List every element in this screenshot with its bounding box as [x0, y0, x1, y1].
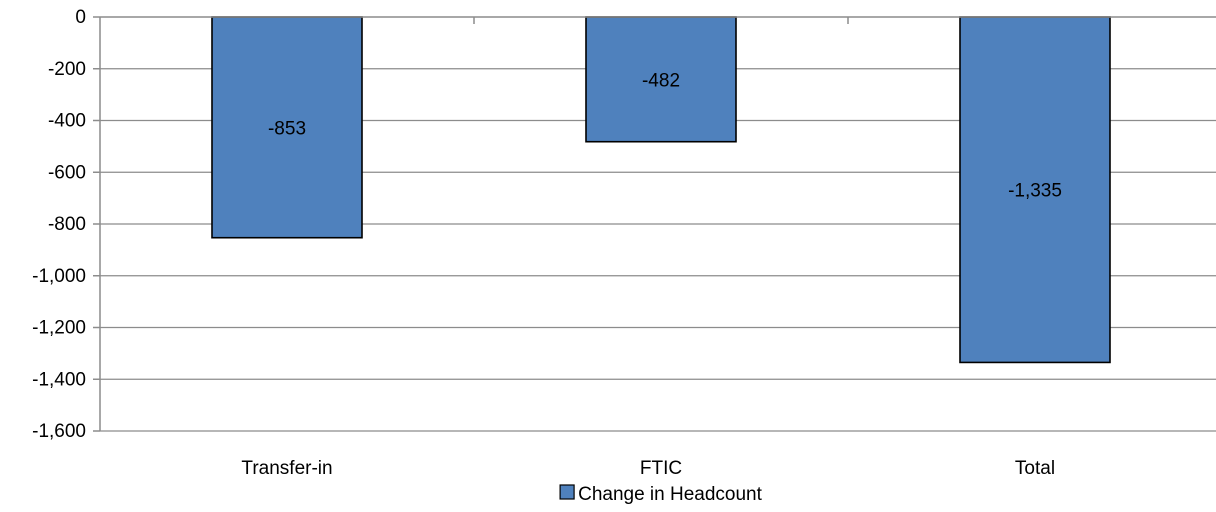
bar-transfer-in: [211, 16, 363, 239]
y-tick-label: -1,400: [32, 369, 86, 390]
x-category-label: Total: [1015, 458, 1055, 479]
x-category-label: Transfer-in: [241, 458, 332, 479]
y-tick-label: -1,000: [32, 266, 86, 287]
y-axis-ticks: 0 -200 -400 -600 -800 -1,000 -1,200 -1,400 -1,60…: [32, 7, 100, 442]
y-tick-label: -800: [48, 214, 86, 235]
data-labels: -853 -482 -1,335: [268, 70, 1062, 201]
y-tick-label: -1,200: [32, 318, 86, 339]
y-tick-label: -400: [48, 111, 86, 132]
bar-ftic: [585, 16, 737, 143]
legend: Change in Headcount: [559, 484, 763, 505]
y-tick-label: 0: [75, 7, 86, 28]
data-label: -482: [642, 70, 680, 91]
x-axis-categories: Transfer-in FTIC Total: [241, 458, 1055, 479]
y-tick-label: -1,600: [32, 421, 86, 442]
y-tick-label: -600: [48, 162, 86, 183]
data-label: -853: [268, 118, 306, 139]
data-label: -1,335: [1008, 181, 1062, 202]
legend-swatch: [559, 484, 575, 500]
y-tick-label: -200: [48, 59, 86, 80]
bars: [211, 16, 1111, 364]
bar-total: [959, 16, 1111, 364]
x-category-label: FTIC: [640, 458, 682, 479]
legend-label: Change in Headcount: [578, 484, 763, 505]
